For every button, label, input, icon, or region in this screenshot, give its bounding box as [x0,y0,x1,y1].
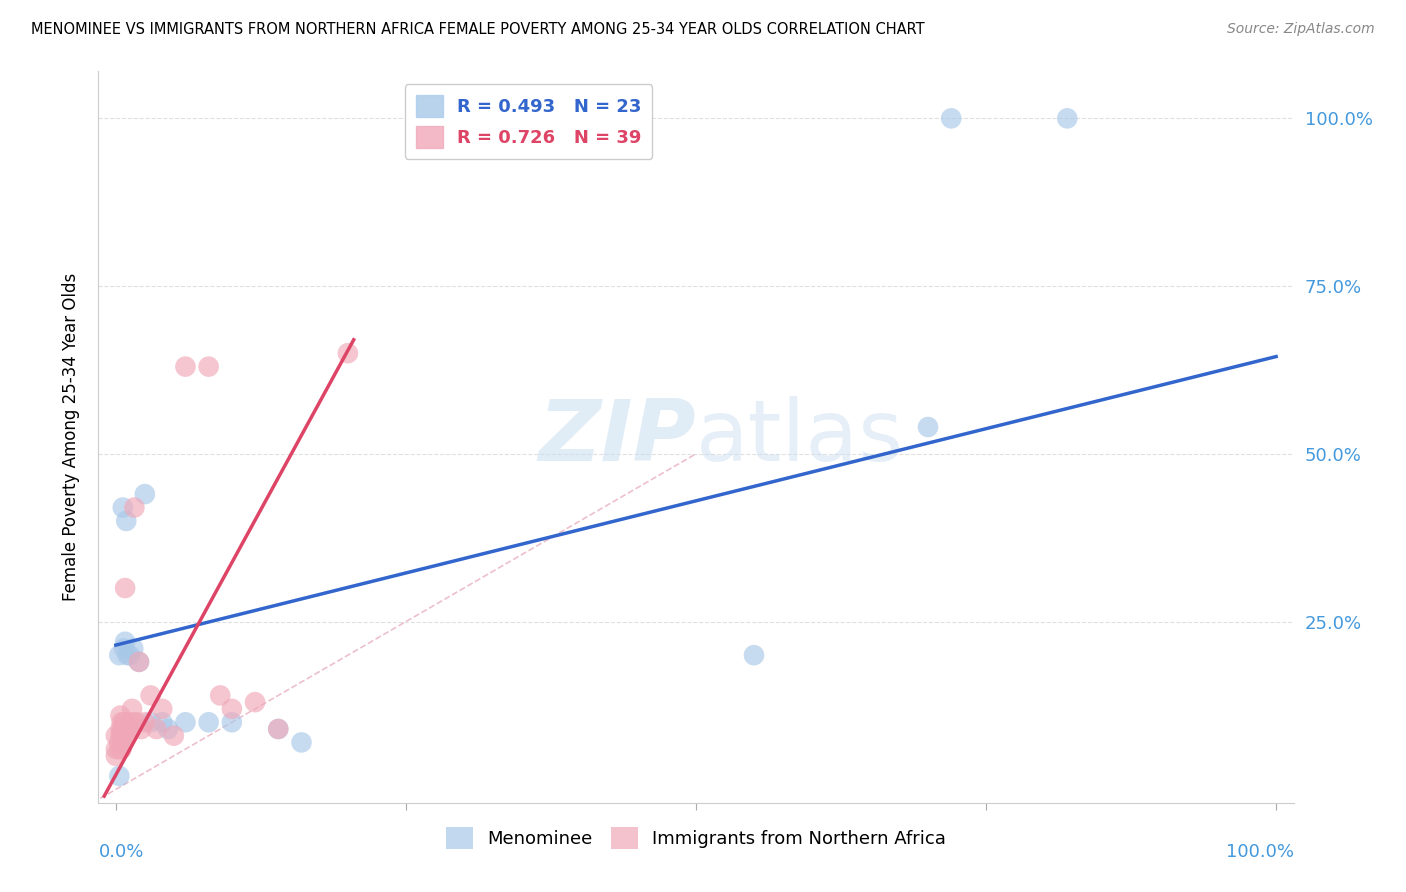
Point [117,715,139,730]
Point [118,722,141,736]
Point [941,112,963,126]
Point [111,722,134,736]
Point [122,715,145,730]
Point [110,708,132,723]
Text: Source: ZipAtlas.com: Source: ZipAtlas.com [1227,22,1375,37]
Point [131,722,153,736]
Point [104,748,127,763]
Point [336,346,359,360]
Point [221,702,243,716]
Point [108,735,131,749]
Point [114,634,136,648]
Point [221,715,243,730]
Point [174,359,197,374]
Point [742,648,765,662]
Point [128,655,150,669]
Point [139,689,162,703]
Point [197,715,219,730]
Text: 100.0%: 100.0% [1226,843,1294,861]
Point [112,715,135,730]
Point [150,702,173,716]
Point [110,722,132,736]
Point [157,722,180,736]
Point [134,487,156,501]
Point [111,735,134,749]
Point [197,359,219,374]
Text: MENOMINEE VS IMMIGRANTS FROM NORTHERN AFRICA FEMALE POVERTY AMONG 25-34 YEAR OLD: MENOMINEE VS IMMIGRANTS FROM NORTHERN AF… [31,22,925,37]
Point [111,729,134,743]
Point [108,769,131,783]
Point [243,695,266,709]
Point [290,735,312,749]
Point [209,689,232,703]
Point [121,702,143,716]
Point [114,581,136,595]
Point [122,641,145,656]
Point [134,715,156,730]
Point [112,722,135,736]
Point [108,648,131,662]
Point [112,641,135,656]
Text: 0.0%: 0.0% [98,843,143,861]
Text: ZIP: ZIP [538,395,696,479]
Point [1056,112,1078,126]
Point [118,648,141,662]
Point [917,420,939,434]
Point [104,729,127,743]
Point [115,514,138,528]
Point [111,715,134,730]
Point [145,722,167,736]
Y-axis label: Female Poverty Among 25-34 Year Olds: Female Poverty Among 25-34 Year Olds [62,273,80,601]
Text: atlas: atlas [696,395,904,479]
Point [117,648,139,662]
Point [174,715,197,730]
Point [125,715,148,730]
Point [115,722,138,736]
Point [110,729,132,743]
Point [128,655,150,669]
Point [111,742,134,756]
Point [108,742,131,756]
Point [104,742,127,756]
Point [267,722,290,736]
Point [111,729,134,743]
Point [163,729,186,743]
Point [111,500,134,515]
Point [267,722,290,736]
Point [139,715,162,730]
Point [114,729,136,743]
Point [124,500,146,515]
Legend: Menominee, Immigrants from Northern Africa: Menominee, Immigrants from Northern Afri… [439,820,953,856]
Point [150,715,173,730]
